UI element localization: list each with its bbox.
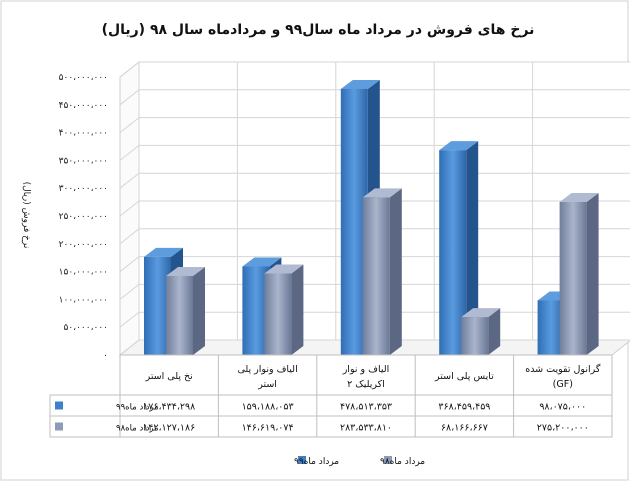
bar-series-98 xyxy=(461,317,489,355)
bar-series-98 xyxy=(559,201,587,355)
legend-swatch xyxy=(298,456,306,464)
data-label: ۱۴۲،۱۲۷،۱۸۶ xyxy=(143,423,195,434)
bar-top xyxy=(340,79,380,89)
data-label: ۹۸،۰۷۵،۰۰۰ xyxy=(539,402,586,413)
legend-label: مرداد ماه۹۸ xyxy=(380,457,425,467)
legend-swatch xyxy=(384,456,392,464)
data-label: ۱۴۶،۶۱۹،۰۷۴ xyxy=(242,423,294,434)
y-tick-label: ۰ xyxy=(103,351,108,361)
bar-side xyxy=(466,141,479,355)
bar-top xyxy=(559,192,599,202)
category-label: استر xyxy=(257,379,277,390)
data-label: ۲۷۵،۲۰۰،۰۰۰ xyxy=(537,423,589,434)
y-tick-label: ۴۵۰،۰۰۰،۰۰۰ xyxy=(59,101,108,111)
bar-series-98 xyxy=(166,275,193,355)
y-tick-label: ۳۵۰،۰۰۰،۰۰۰ xyxy=(59,156,108,166)
bar-side xyxy=(291,264,304,355)
y-tick-label: ۴۰۰،۰۰۰،۰۰۰ xyxy=(59,129,108,139)
bar-top xyxy=(461,308,501,318)
bar-top xyxy=(362,188,402,198)
bar-side xyxy=(586,192,599,355)
y-tick-label: ۵۰،۰۰۰،۰۰۰ xyxy=(64,323,108,333)
category-label: اکریلیک ۲ xyxy=(347,379,385,390)
y-tick-label: ۱۵۰،۰۰۰،۰۰۰ xyxy=(59,268,108,278)
bar-side xyxy=(389,188,402,355)
series-name-label: مرداد ماه۹۹ xyxy=(116,403,159,413)
category-label: الیاف و نوار xyxy=(342,364,390,375)
data-label: ۱۷۶،۴۳۴،۲۹۸ xyxy=(143,402,195,413)
y-tick-label: ۲۰۰،۰۰۰،۰۰۰ xyxy=(59,240,108,250)
legend-key xyxy=(55,422,63,431)
y-tick-label: ۵۰۰،۰۰۰،۰۰۰ xyxy=(59,73,108,83)
series-name-label: مرداد ماه۹۸ xyxy=(116,424,159,434)
bar-side xyxy=(488,308,501,355)
data-label: ۴۷۸،۵۱۳،۳۵۳ xyxy=(340,402,392,413)
data-label: ۶۸،۱۶۶،۶۶۷ xyxy=(441,423,488,434)
bar-series-98 xyxy=(362,197,390,355)
bar-top xyxy=(166,266,205,276)
y-tick-label: ۲۵۰،۰۰۰،۰۰۰ xyxy=(59,212,108,222)
category-label: گرانول تقویت شده xyxy=(525,363,601,375)
y-tick-label: ۳۰۰،۰۰۰،۰۰۰ xyxy=(59,184,108,194)
y-axis-label: نرخ فروش (ریال) xyxy=(21,182,31,249)
bar-top xyxy=(242,257,282,267)
data-label: ۳۶۸،۴۵۹،۴۵۹ xyxy=(438,402,490,413)
bar-top xyxy=(264,264,304,274)
bar-top xyxy=(144,247,183,257)
legend-label: مرداد ماه۹۹ xyxy=(294,457,339,467)
bar-top xyxy=(439,141,479,151)
data-label: ۲۸۳،۵۳۳،۸۱۰ xyxy=(340,423,392,434)
bar-side xyxy=(193,266,205,355)
category-label: (GF) xyxy=(553,379,573,390)
category-label: نخ پلی استر xyxy=(145,371,193,382)
category-label: تایس پلی استر xyxy=(434,371,494,382)
category-label: الیاف ونوار پلی xyxy=(237,364,297,375)
y-tick-label: ۱۰۰،۰۰۰،۰۰۰ xyxy=(59,295,108,305)
plot-area: ۰ ۵۰،۰۰۰،۰۰۰ ۱۰۰،۰۰۰،۰۰۰ ۱۵۰،۰۰۰،۰۰۰ ۲۰۰،۰۰۰… xyxy=(49,60,630,467)
legend-key xyxy=(55,401,63,410)
data-label: ۱۵۹،۱۸۸،۰۵۳ xyxy=(242,402,294,413)
bar-series-98 xyxy=(264,273,292,355)
chart-title: نرخ های فروش در مرداد ماه سال۹۹ و مردادم… xyxy=(102,22,535,38)
